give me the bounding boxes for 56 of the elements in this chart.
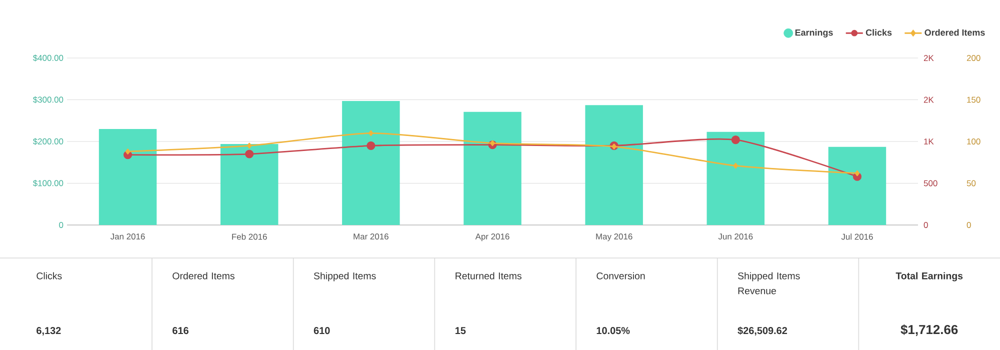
y-tick-label: $400.00 (32, 54, 64, 62)
legend-label: Earnings (795, 29, 833, 38)
bar (464, 112, 522, 225)
x-tick-label: Jul 2016 (841, 234, 873, 240)
y-tick-label: $300.00 (32, 96, 64, 104)
y3-tick-label: 50 (966, 180, 976, 186)
point (731, 136, 740, 144)
bar (220, 144, 278, 225)
point (490, 140, 495, 146)
text: Shipped Items (314, 272, 376, 282)
legend-label: Clicks (866, 29, 892, 36)
text: Returned Items (456, 272, 522, 280)
point (366, 141, 376, 150)
text: $26,509.62 (738, 326, 787, 336)
text: 616 (172, 327, 188, 334)
legend-label: Ordered Items (924, 29, 985, 36)
point (245, 150, 254, 158)
bar (585, 105, 643, 225)
x-tick-label: Mar 2016 (354, 234, 388, 240)
text: Shipped Items Revenue (738, 272, 800, 294)
y2-tick-label: 1K (924, 138, 934, 144)
text: Ordered Items (172, 272, 234, 280)
text: $1,712.66 (900, 324, 958, 336)
y2-tick-label: 500 (924, 180, 938, 186)
y2-tick-label: 2K (924, 55, 934, 61)
point (733, 162, 738, 169)
bar (98, 128, 157, 225)
y3-tick-label: 0 (966, 222, 971, 228)
x-tick-label: Jan 2016 (110, 234, 145, 240)
point (854, 170, 860, 176)
text: 15 (455, 327, 466, 334)
y-tick-label: $100.00 (32, 180, 64, 187)
point (247, 142, 252, 149)
text: 10.05% (596, 327, 630, 334)
text: Conversion (596, 272, 645, 280)
bar (342, 101, 400, 225)
bar (828, 146, 886, 225)
x-tick-label: Feb 2016 (232, 234, 267, 240)
point (125, 148, 130, 154)
bar (706, 132, 765, 225)
x-tick-label: Apr 2016 (475, 234, 510, 242)
x-tick-label: Jun 2016 (718, 234, 753, 240)
point (368, 130, 374, 136)
point (612, 144, 616, 150)
x-tick-label: May 2016 (596, 234, 632, 242)
y-tick-label: 0 (59, 222, 64, 228)
y2-tick-label: 0 (924, 222, 928, 228)
y3-tick-label: 100 (967, 138, 980, 144)
y-tick-label: $200.00 (32, 138, 64, 145)
text: 6,132 (36, 327, 61, 336)
text: Total Earnings (896, 272, 963, 282)
y2-tick-label: 2K (924, 96, 934, 103)
text: Clicks (36, 272, 62, 280)
y3-tick-label: 150 (967, 96, 980, 103)
y3-tick-label: 200 (966, 55, 980, 61)
text: 610 (314, 327, 330, 334)
